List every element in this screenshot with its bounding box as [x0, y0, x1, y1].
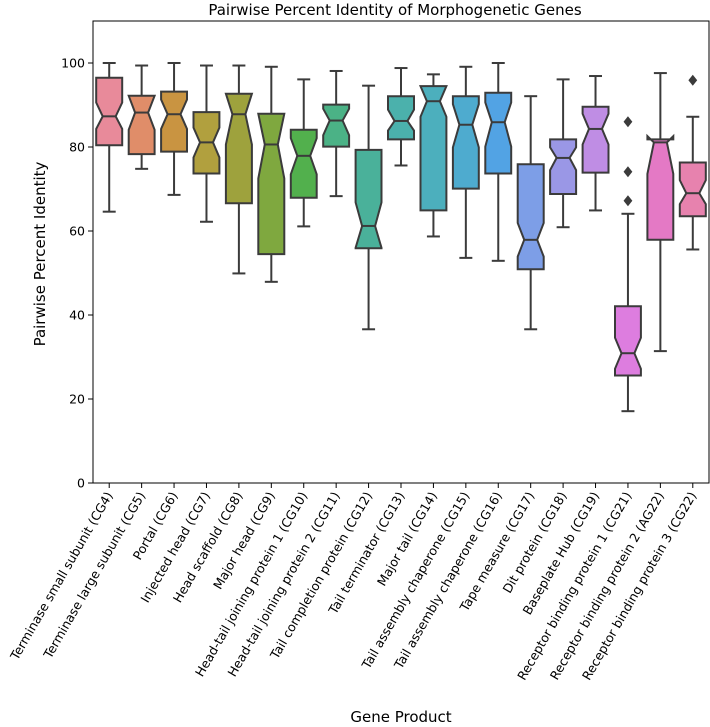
box-16 [581, 105, 610, 174]
box-14 [516, 163, 545, 271]
box-10 [387, 95, 415, 141]
box-6 [257, 112, 286, 256]
y-axis-label: Pairwise Percent Identity [31, 161, 49, 346]
chart-title: Pairwise Percent Identity of Morphogenet… [208, 1, 581, 19]
outlier-point [623, 166, 633, 178]
box-18 [646, 133, 675, 241]
y-tick-label: 100 [61, 56, 85, 71]
x-axis-label: Gene Product [350, 708, 451, 726]
outlier-point [623, 116, 633, 128]
y-tick-label: 60 [69, 224, 85, 239]
y-tick-label: 80 [69, 140, 85, 155]
box-3 [160, 90, 188, 153]
outlier-point [623, 195, 633, 207]
box-8 [322, 103, 351, 148]
box-5 [224, 92, 254, 205]
y-tick-label: 0 [77, 476, 85, 491]
y-tick-label: 40 [69, 308, 85, 323]
y-tick-label: 20 [69, 392, 85, 407]
box-13 [484, 91, 513, 175]
box-1 [95, 76, 124, 147]
box-12 [451, 95, 480, 190]
box-15 [549, 138, 578, 195]
box-9 [354, 148, 383, 250]
box-17 [614, 305, 642, 377]
box-7 [289, 128, 318, 199]
box-19 [678, 161, 707, 218]
plot-frame [92, 20, 710, 484]
outlier-point [688, 74, 698, 86]
box-2 [127, 94, 157, 156]
box-11 [418, 85, 448, 212]
